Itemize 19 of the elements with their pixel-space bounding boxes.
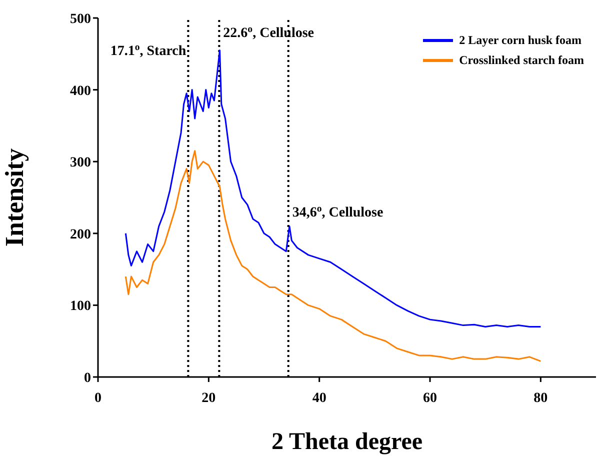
annotation: 22.6$^{o}$, Cellulose: [223, 24, 314, 42]
x-tick-label: 80: [534, 390, 548, 406]
y-tick-label: 0: [84, 370, 91, 386]
y-tick-label: 300: [70, 156, 91, 171]
y-axis-title: Intensity: [0, 148, 30, 247]
x-tick-label: 60: [423, 390, 437, 406]
y-tick-label: 400: [70, 84, 91, 99]
y-tick-label: 100: [70, 299, 91, 314]
annotation: 34,6$^{o}$, Cellulose: [292, 203, 384, 221]
x-tick-label: 40: [312, 390, 326, 406]
legend-label: 2 Layer corn husk foam: [459, 32, 582, 49]
x-tick-label: 20: [202, 390, 216, 406]
line-series: [124, 150, 542, 362]
y-tick-label: 200: [70, 227, 91, 242]
annotation: 17.1$^{o}$, Starch: [110, 42, 186, 60]
x-tick-label: 0: [94, 390, 102, 406]
legend-label: Crosslinked starch foam: [459, 52, 584, 69]
x-axis-title: 2 Theta degree: [271, 429, 423, 455]
y-tick-label: 500: [70, 12, 91, 27]
